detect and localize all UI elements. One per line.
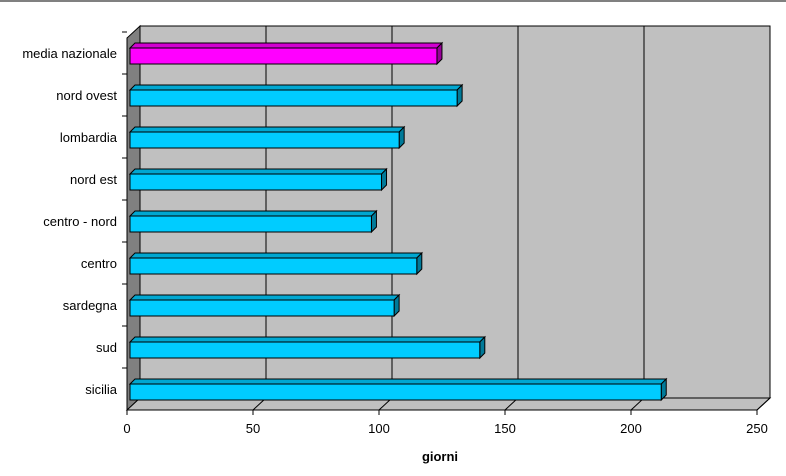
- x-tick-label: 200: [620, 421, 642, 436]
- category-labels: media nazionale nord ovest lombardia nord e…: [22, 46, 117, 397]
- category-label: nord est: [70, 172, 117, 187]
- bar-top: [128, 294, 401, 301]
- axes: [122, 31, 758, 415]
- x-tick-label: 0: [123, 421, 130, 436]
- bar: [129, 299, 395, 317]
- bar: [129, 89, 458, 107]
- category-label: sicilia: [85, 382, 118, 397]
- category-label: nord ovest: [56, 88, 117, 103]
- bar: [129, 47, 438, 65]
- bar-top: [128, 126, 406, 133]
- floor-gridline: [756, 397, 771, 411]
- x-axis-title: giorni: [422, 449, 458, 464]
- bar: [129, 131, 400, 149]
- category-label: centro: [81, 256, 117, 271]
- bar: [129, 215, 372, 233]
- x-tick-label: 50: [246, 421, 260, 436]
- bar: [129, 173, 383, 191]
- category-label: centro - nord: [43, 214, 117, 229]
- bar-top: [128, 84, 464, 91]
- tick-labels: 0 50 100 150 200 250: [123, 421, 767, 436]
- bar: [129, 383, 662, 401]
- bar-top: [128, 168, 388, 175]
- x-tick-label: 150: [494, 421, 516, 436]
- category-label: lombardia: [60, 130, 118, 145]
- bar-top: [128, 210, 378, 217]
- x-tick-label: 100: [368, 421, 390, 436]
- bar: [129, 341, 481, 359]
- x-tick-label: 250: [746, 421, 768, 436]
- category-label: sud: [96, 340, 117, 355]
- bar-top: [128, 336, 487, 343]
- bar-top: [128, 378, 668, 385]
- bar-top: [128, 42, 444, 49]
- category-label: sardegna: [63, 298, 118, 313]
- bars: [128, 41, 668, 402]
- category-label: media nazionale: [22, 46, 117, 61]
- bar-top: [128, 252, 424, 259]
- bar: [129, 257, 418, 275]
